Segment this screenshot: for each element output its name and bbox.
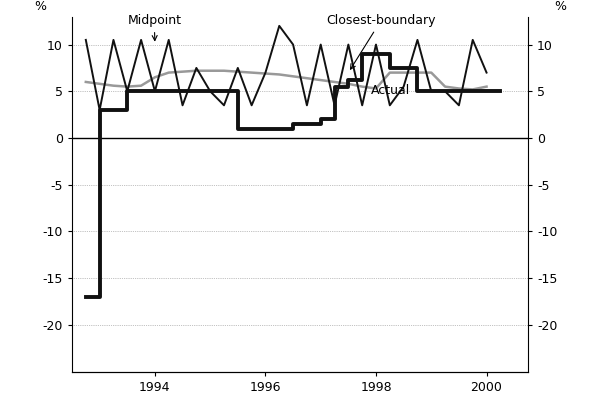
Text: %: % [34,0,46,13]
Text: %: % [554,0,566,13]
Text: Closest-boundary: Closest-boundary [326,14,436,69]
Text: Actual: Actual [370,84,410,97]
Text: Midpoint: Midpoint [127,14,181,40]
